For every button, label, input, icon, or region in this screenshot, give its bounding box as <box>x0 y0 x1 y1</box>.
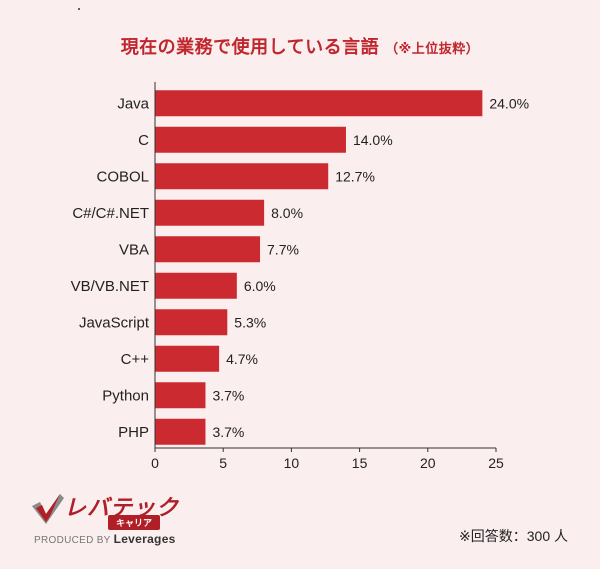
value-label: 8.0% <box>271 205 303 221</box>
category-label: C++ <box>121 351 150 368</box>
bar <box>155 418 206 445</box>
category-label: JavaScript <box>79 314 150 331</box>
bar <box>155 345 220 372</box>
value-label: 24.0% <box>489 95 529 111</box>
category-label: Java <box>117 95 149 112</box>
logo-produced-by: PRODUCED BY Leverages <box>34 532 176 546</box>
chart-subtitle: （※上位抜粋） <box>385 41 480 56</box>
bar <box>155 199 265 226</box>
logo-badge: キャリア <box>108 515 161 530</box>
stray-dot <box>78 8 80 10</box>
bar <box>155 272 237 299</box>
value-label: 7.7% <box>267 241 299 257</box>
category-label: Python <box>102 387 149 404</box>
bar <box>155 163 329 190</box>
value-label: 14.0% <box>353 132 393 148</box>
chart-title: 現在の業務で使用している言語 （※上位抜粋） <box>0 33 600 59</box>
category-label: VB/VB.NET <box>71 278 149 295</box>
value-label: 3.7% <box>212 424 244 440</box>
bar <box>155 236 261 263</box>
category-label: VBA <box>119 241 149 258</box>
logo-company: Leverages <box>113 532 176 546</box>
value-label: 6.0% <box>244 278 276 294</box>
bar <box>155 126 346 153</box>
value-label: 3.7% <box>212 387 244 403</box>
x-tick-label: 20 <box>420 455 436 471</box>
chart-title-text: 現在の業務で使用している言語 <box>120 37 380 57</box>
x-tick-label: 10 <box>284 455 300 471</box>
category-label: COBOL <box>96 168 149 185</box>
x-tick-label: 5 <box>219 455 227 471</box>
x-tick-label: 15 <box>352 455 368 471</box>
x-tick-label: 25 <box>488 455 504 471</box>
bar <box>155 382 206 409</box>
checkmark-logo-icon <box>32 494 64 524</box>
x-tick-label: 0 <box>151 455 159 471</box>
logo-produced-text: PRODUCED BY <box>34 535 111 546</box>
bar <box>155 90 483 117</box>
value-label: 12.7% <box>335 168 375 184</box>
category-label: C#/C#.NET <box>72 205 149 222</box>
leverages-logo: レバテック キャリア PRODUCED BY Leverages <box>30 488 180 548</box>
respondent-count: ※回答数：300 人 <box>459 528 568 544</box>
category-label: C <box>138 132 149 149</box>
value-label: 4.7% <box>226 351 258 367</box>
category-label: PHP <box>118 424 149 441</box>
bar <box>155 309 228 336</box>
value-label: 5.3% <box>234 314 266 330</box>
